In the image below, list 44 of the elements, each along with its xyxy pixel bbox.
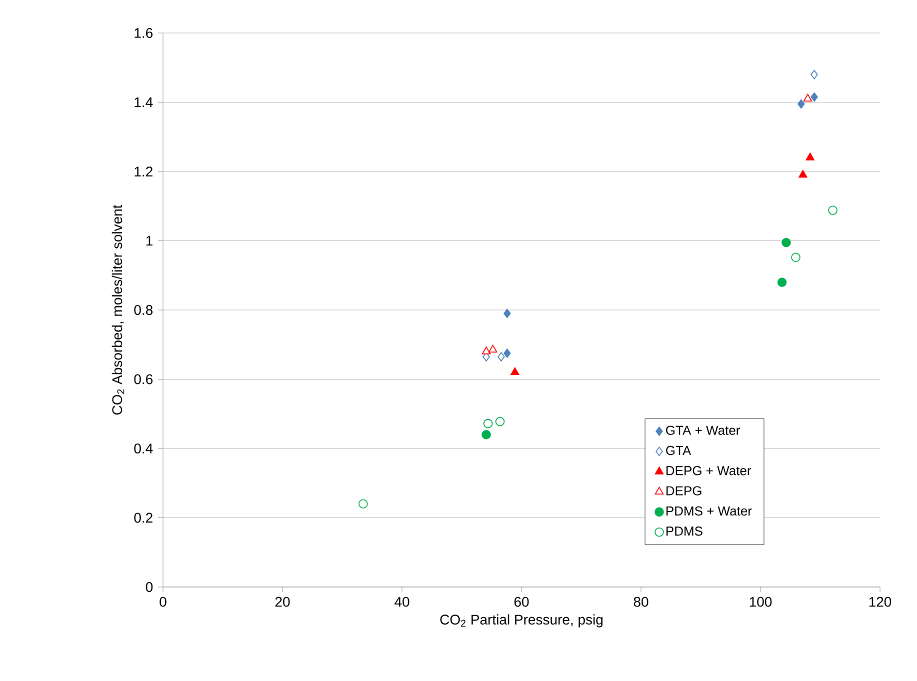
point <box>782 238 791 248</box>
legend-label: PDMS + Water <box>666 506 752 516</box>
x-tick-label: 100 <box>750 596 772 607</box>
y-tick-label: 0.2 <box>134 512 152 523</box>
point <box>488 344 498 353</box>
y-tick-label: 1.6 <box>134 28 153 38</box>
legend-label: PDMS <box>666 526 702 536</box>
x-tick-label: 20 <box>275 596 290 607</box>
point <box>504 348 511 358</box>
x-tick-label: 80 <box>634 596 648 607</box>
point <box>828 206 838 215</box>
legend-label: GTA <box>666 446 692 456</box>
point <box>798 170 808 178</box>
point <box>482 430 491 440</box>
point <box>803 94 812 102</box>
legend-label: DEPG <box>666 486 702 496</box>
y-tick-label: 0.8 <box>134 305 153 315</box>
point <box>810 70 818 80</box>
y-tick-label: 0.6 <box>134 374 153 384</box>
point <box>777 278 787 287</box>
point <box>510 367 520 376</box>
point <box>482 346 491 354</box>
point <box>798 99 805 109</box>
x-tick-label: 120 <box>869 596 892 607</box>
y-tick-label: 0 <box>146 582 153 592</box>
legend-label: DEPG + Water <box>666 466 752 476</box>
y-axis-title: CO$_{2}$ Absorbed, moles/liter solvent <box>112 204 124 415</box>
point <box>495 416 505 426</box>
x-tick-label: 60 <box>514 596 529 607</box>
point <box>806 152 814 160</box>
y-tick-label: 1 <box>146 236 152 246</box>
y-tick-label: 0.4 <box>134 444 153 454</box>
x-tick-label: 40 <box>394 596 410 607</box>
point <box>483 418 493 428</box>
x-tick-label: 0 <box>160 596 166 607</box>
legend-label: GTA + Water <box>666 426 740 435</box>
y-tick-label: 1.2 <box>134 166 152 176</box>
y-tick-label: 1.4 <box>134 97 153 108</box>
point <box>358 499 368 509</box>
point <box>791 252 800 262</box>
point <box>498 352 505 362</box>
x-axis-title: CO$_{2}$ Partial Pressure, psig <box>440 614 603 628</box>
point <box>504 308 511 318</box>
point <box>810 92 818 102</box>
